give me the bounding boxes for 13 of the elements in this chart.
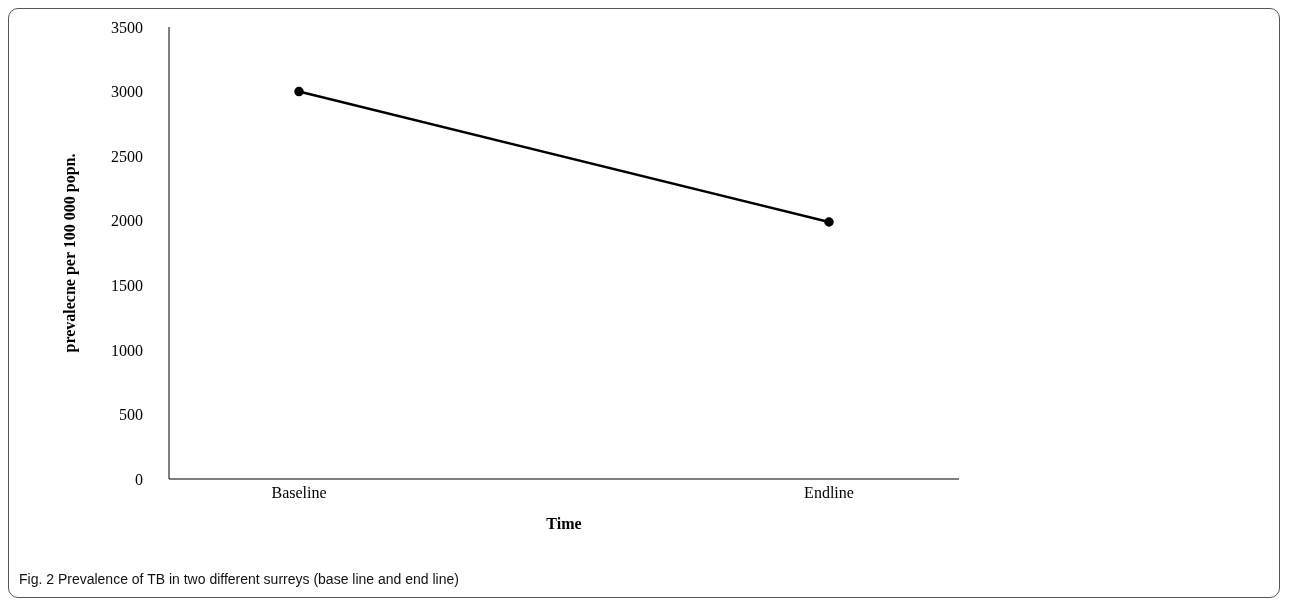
y-tick-label: 0	[135, 470, 143, 488]
y-tick-label: 1000	[111, 341, 143, 359]
y-tick-label: 1500	[111, 276, 143, 294]
y-tick-label: 3000	[111, 83, 143, 101]
x-tick-label: Baseline	[271, 484, 327, 502]
y-axis-title: prevalecne per 100 000 popn.	[60, 153, 79, 353]
y-tick-label: 3500	[111, 18, 143, 36]
y-tick-label: 2500	[111, 147, 143, 165]
x-tick-label: Endline	[804, 484, 854, 502]
y-tick-label: 500	[119, 406, 143, 424]
y-tick-label: 2000	[111, 212, 143, 230]
x-axis-title: Time	[546, 515, 582, 532]
caption: Fig. 2 Prevalence of TB in two different surreys (base line and end line)	[19, 571, 459, 587]
